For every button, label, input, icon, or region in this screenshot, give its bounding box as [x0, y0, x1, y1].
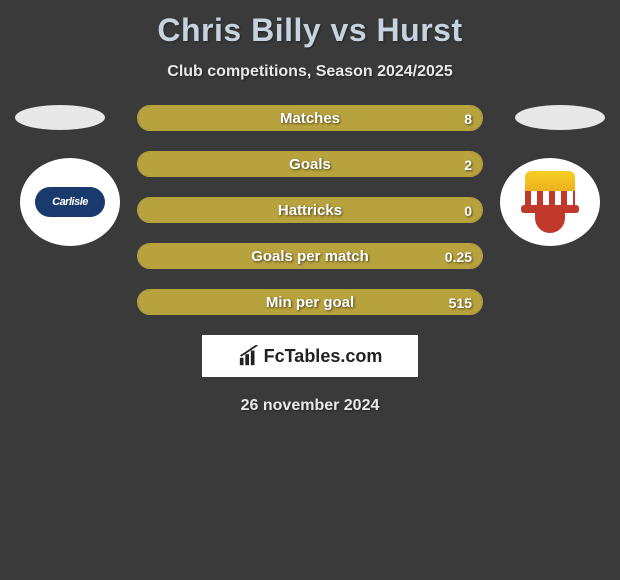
stat-fill-right: [138, 152, 482, 176]
stat-row: Goals per match0.25: [137, 243, 483, 269]
stat-fill-right: [138, 244, 482, 268]
carlisle-logo-icon: Carlisle: [35, 187, 105, 217]
stat-fill-right: [138, 106, 482, 130]
chart-icon: [238, 345, 260, 367]
doncaster-logo-icon: [515, 167, 585, 237]
stat-value-right: 515: [449, 290, 472, 315]
stat-value-right: 8: [464, 106, 472, 131]
brand-label: FcTables.com: [264, 346, 383, 367]
brand-box[interactable]: FcTables.com: [202, 335, 418, 377]
stat-value-right: 2: [464, 152, 472, 177]
stat-row: Min per goal515: [137, 289, 483, 315]
club-badge-right: [500, 158, 600, 246]
stat-row: Goals2: [137, 151, 483, 177]
stat-value-right: 0.25: [445, 244, 472, 269]
stat-fill-right: [138, 198, 482, 222]
stats-area: Carlisle Matches8 Goals2 Hattricks0 Goals p…: [0, 105, 620, 315]
stat-row: Matches8: [137, 105, 483, 131]
player-badge-left: [15, 105, 105, 130]
date-line: 26 november 2024: [0, 397, 620, 415]
club-badge-left: Carlisle: [20, 158, 120, 246]
stat-fill-right: [138, 290, 482, 314]
stat-value-right: 0: [464, 198, 472, 223]
player-badge-right: [515, 105, 605, 130]
stat-row: Hattricks0: [137, 197, 483, 223]
subtitle: Club competitions, Season 2024/2025: [0, 63, 620, 81]
page-title: Chris Billy vs Hurst: [0, 0, 620, 49]
